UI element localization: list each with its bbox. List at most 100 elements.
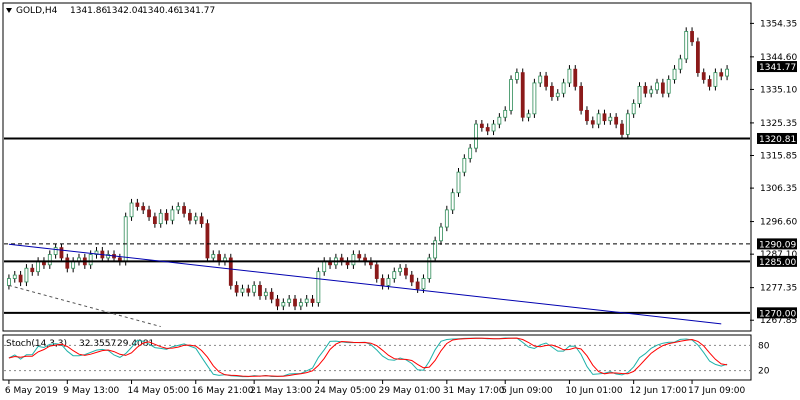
level-label-box (757, 132, 797, 144)
stoch-tick-label: 20 (758, 367, 770, 377)
candle-body (298, 302, 303, 307)
candle-body (725, 68, 729, 77)
candle-body (695, 41, 700, 74)
candle-body (59, 247, 64, 259)
candle-body (386, 278, 391, 286)
candle-body (614, 116, 619, 125)
candle-body (538, 75, 543, 84)
candle-body (678, 58, 683, 70)
y-tick-label: 1344.60 (760, 53, 797, 63)
candle-body (590, 120, 595, 125)
candle-body (404, 267, 408, 276)
stoch-lines: 80 20 (4, 337, 770, 378)
candle-body (240, 288, 245, 293)
candle-body (585, 109, 589, 122)
stochastic-pane-border (2, 334, 752, 381)
candle-body (398, 267, 403, 273)
chevron-down-icon[interactable] (6, 8, 12, 13)
main-pane (2, 2, 752, 332)
candle-body (666, 79, 671, 94)
candle-body (24, 267, 29, 283)
candle-body (655, 82, 659, 91)
candle-body (164, 212, 169, 221)
candle-body (193, 216, 198, 221)
candle-body (147, 209, 151, 218)
candle-body (520, 72, 525, 118)
stochastic-pane: Stoch(14,3,3) 32.3557 29.4081 80 20 (2, 334, 770, 381)
candle-body (608, 116, 613, 122)
level-label-box (757, 255, 797, 267)
candle-body (503, 109, 508, 118)
candle-body (170, 209, 175, 221)
x-tick-label: 10 Jun 01:00 (565, 386, 622, 396)
stoch-main-value: 32.3557 (79, 339, 116, 349)
candle-body (579, 85, 584, 111)
stoch-main-line (8, 337, 728, 378)
candle-body (544, 75, 548, 87)
stoch-tick-label: 80 (758, 341, 770, 351)
y-tick-label: 1277.35 (760, 284, 797, 294)
current-price-label: 1341.77 (759, 63, 796, 73)
ohlc-open: 1341.86 (70, 6, 107, 16)
candle-body (47, 254, 52, 266)
candle-body (316, 271, 321, 303)
candle-body (450, 192, 455, 211)
candle-body (550, 85, 554, 98)
candle-body (205, 223, 210, 259)
level-label: 1320.81 (759, 135, 796, 145)
secondary-trendline (8, 284, 161, 328)
candle-body (625, 113, 630, 135)
x-tick-label: 29 May 01:00 (379, 386, 441, 396)
candle-body (415, 281, 420, 290)
y-tick-label: 1296.60 (760, 218, 797, 228)
candle-body (532, 82, 537, 115)
candle-body (141, 206, 146, 211)
candle-body (176, 206, 181, 211)
candle-body (474, 123, 478, 149)
x-tick-label: 9 May 13:00 (63, 386, 119, 396)
candle-body (672, 68, 677, 80)
candle-body (30, 267, 35, 273)
candle-body (263, 291, 268, 297)
x-tick-label: 5 Jun 09:00 (501, 386, 553, 396)
level-labels: 1320.81 1290.09 1285.00 1270.00 (757, 132, 797, 319)
main-pane-border (2, 2, 752, 332)
candle-body (690, 31, 694, 43)
trendline[interactable] (8, 243, 722, 325)
candle-body (94, 250, 99, 255)
candle-body (707, 79, 712, 87)
candle-body (631, 103, 636, 115)
candle-body (188, 212, 192, 221)
level-label-box (757, 238, 797, 250)
x-tick-label: 16 May 21:00 (192, 386, 254, 396)
candle-body (152, 216, 157, 225)
candle-body (439, 226, 443, 242)
stoch-signal-value: 29.4081 (117, 339, 154, 349)
candle-body (71, 260, 76, 269)
candle-body (199, 216, 204, 225)
x-tick-label: 21 May 13:00 (250, 386, 312, 396)
candle-body (497, 116, 502, 125)
x-tick-label: 24 May 05:00 (314, 386, 376, 396)
candle-body (135, 202, 140, 207)
candle-body (456, 171, 461, 194)
candle-body (649, 89, 654, 94)
candle-body (182, 206, 186, 214)
candle-body (36, 260, 41, 273)
candle-body (322, 260, 327, 273)
candle-body (380, 278, 385, 286)
level-label: 1270.00 (759, 309, 796, 319)
candle-body (53, 247, 58, 255)
ohlc-close: 1341.77 (178, 6, 215, 16)
candle-body (573, 68, 578, 87)
candle-body (211, 254, 216, 259)
candle-body (304, 298, 309, 303)
candle-body (409, 274, 414, 283)
level-label-box (757, 307, 797, 319)
candle-body (567, 68, 572, 84)
ohlc-high: 1342.04 (106, 6, 143, 16)
candle-body (106, 254, 111, 259)
candle-body (719, 72, 724, 77)
